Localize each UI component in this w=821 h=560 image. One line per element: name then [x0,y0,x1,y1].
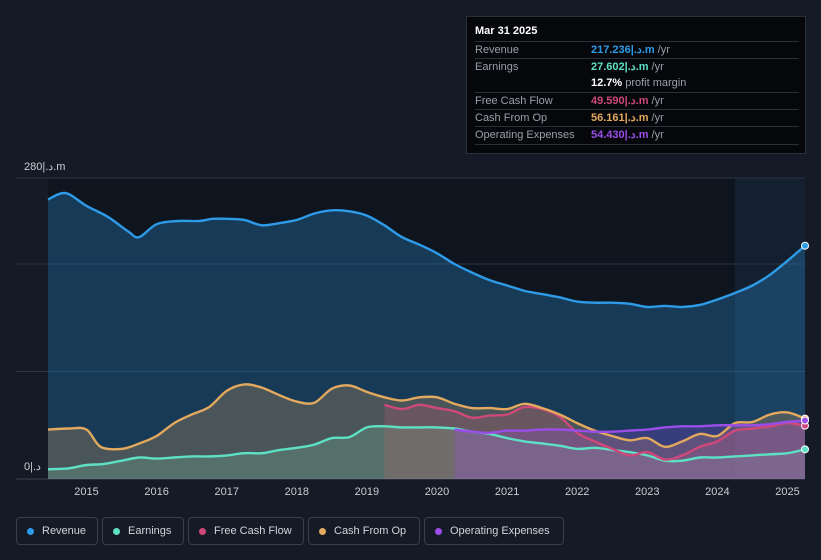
legend-label: Operating Expenses [450,525,550,537]
x-tick-label: 2024 [705,486,729,498]
x-tick-label: 2017 [214,486,238,498]
tooltip-label: Cash From Op [475,112,548,124]
x-tick-label: 2023 [635,486,659,498]
tooltip-value: 27.602|.د.m/yr [591,61,664,73]
earnings-line [47,424,806,471]
operating-expenses-line [454,419,806,435]
legend-label: Revenue [42,525,87,537]
y-axis-top-label: 280|.د.m [24,161,65,173]
legend-item-operating-expenses[interactable]: Operating Expenses [424,517,564,545]
legend-dot-icon [199,527,206,535]
tooltip-label: Free Cash Flow [475,95,553,107]
tooltip-label: Revenue [475,44,520,56]
cash-from-op-area [48,384,805,479]
legend-item-cash-from-op[interactable]: Cash From Op [308,517,420,545]
x-tick-label: 2019 [355,486,379,498]
plot-area [48,178,805,479]
legend-dot-icon [435,527,442,535]
operating-expenses-endpoint[interactable] [801,416,809,425]
tooltip-value: 49.590|.د.m/yr [591,95,664,107]
legend-item-revenue[interactable]: Revenue [16,517,98,545]
tooltip-value: 217.236|.د.m/yr [591,44,670,56]
tooltip-label: Operating Expenses [475,129,575,141]
legend-item-free-cash-flow[interactable]: Free Cash Flow [188,517,304,545]
tooltip-label: Earnings [475,61,519,73]
tooltip-panel: Mar 31 2025 Revenue 217.236|.د.m/yr Earn… [466,16,806,154]
earnings-area [48,426,805,479]
x-tick-label: 2025 [775,486,799,498]
revenue-area [48,192,805,479]
tooltip-date: Mar 31 2025 [475,25,538,37]
tooltip-value: 56.161|.د.m/yr [591,112,664,124]
tooltip-value: 54.430|.د.m/yr [591,129,664,141]
legend-dot-icon [319,527,326,535]
legend-dot-icon [27,527,34,535]
legend-label: Cash From Op [334,525,407,537]
tooltip-value: 12.7% profit margin [591,77,687,89]
legend-item-earnings[interactable]: Earnings [102,517,184,545]
y-axis-zero-label: 0|.د [24,461,41,473]
tooltip-row-operating-expenses: Operating Expenses 54.430|.د.m/yr [475,126,799,145]
tooltip-row-earnings: Earnings 27.602|.د.m/yr [475,58,799,76]
revenue-endpoint[interactable] [801,241,809,250]
tooltip-row-cash-from-op: Cash From Op 56.161|.د.m/yr [475,109,799,127]
x-tick-label: 2016 [144,486,168,498]
tooltip-row-profit-margin: 12.7% profit margin [475,75,799,92]
earnings-endpoint[interactable] [801,445,809,454]
tooltip-row-free-cash-flow: Free Cash Flow 49.590|.د.m/yr [475,92,799,110]
free-cash-flow-line [384,403,806,461]
cash-from-op-line [47,383,806,451]
x-tick-label: 2018 [285,486,309,498]
tooltip-row-revenue: Revenue 217.236|.د.m/yr [475,41,799,59]
x-tick-label: 2021 [495,486,519,498]
legend-dot-icon [113,527,120,535]
x-tick-label: 2020 [425,486,449,498]
x-tick-label: 2022 [565,486,589,498]
x-tick-label: 2015 [74,486,98,498]
legend-label: Earnings [128,525,172,537]
legend-label: Free Cash Flow [214,525,292,537]
revenue-line [47,191,806,309]
